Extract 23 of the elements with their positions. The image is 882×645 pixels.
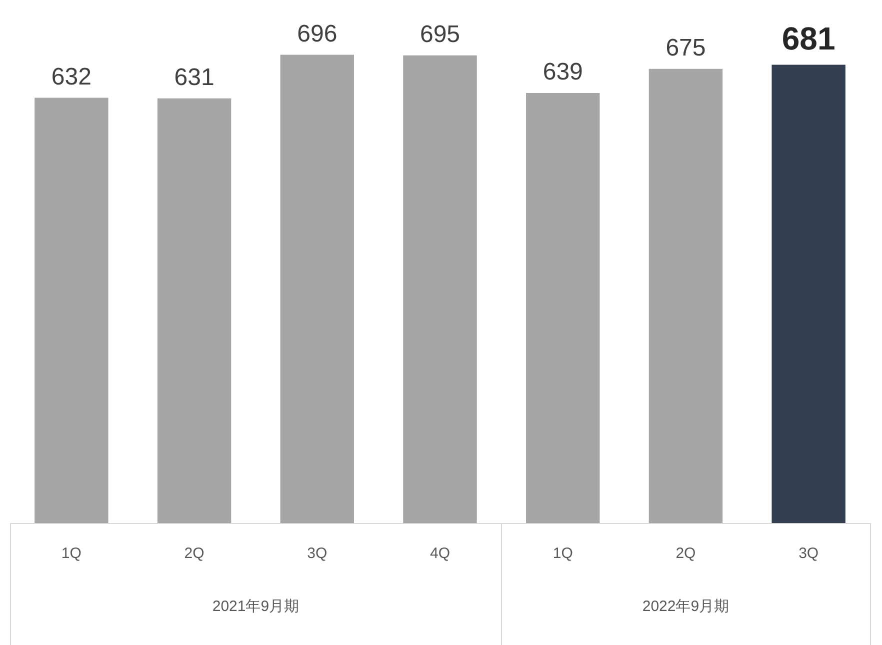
x-tick-label: 2Q [184,545,204,562]
bar [157,98,232,523]
data-label: 696 [297,20,338,48]
data-label: 695 [420,20,460,48]
x-tick-label: 2Q [676,545,696,562]
bar [526,93,600,523]
data-label: 631 [174,64,214,92]
x-tick-label: 1Q [61,545,82,562]
data-label: 639 [542,58,583,86]
bar [403,55,477,523]
text: 2022年9月期 [642,598,730,616]
text: 2021年9月期 [212,598,300,616]
data-label: 632 [51,63,92,90]
bar [772,64,846,523]
x-tick-label: 3Q [798,545,819,562]
x-tick-label: 3Q [307,545,328,562]
bar [648,68,723,523]
data-label: 681 [782,20,836,57]
data-label: 675 [666,34,706,62]
bar [34,98,108,523]
bar [280,54,354,523]
x-tick-label: 4Q [430,545,450,562]
x-tick-label: 1Q [552,545,573,562]
